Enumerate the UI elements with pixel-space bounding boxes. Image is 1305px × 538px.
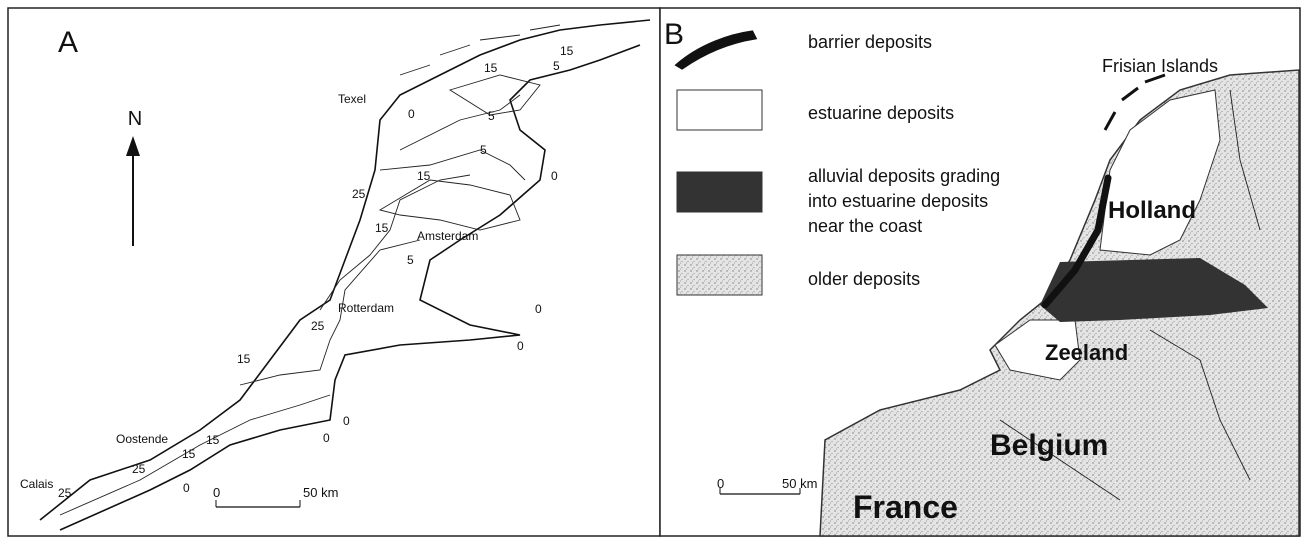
legend-swatch-estuarine [677,90,762,130]
legend-label: into estuarine deposits [808,191,988,211]
scale-label: 0 [213,485,220,500]
legend-label: barrier deposits [808,32,932,52]
figure: A N 0 50 km Texel Amsterdam Rotterdam Ooste… [0,0,1305,538]
contour-label: 5 [488,109,495,123]
contour-label: 15 [560,44,574,58]
panel-label: A [58,26,78,59]
panel-label: B [664,18,684,51]
contour-label: 15 [375,221,389,235]
contour-label: 0 [517,339,524,353]
scale-label: 50 km [782,476,817,491]
place-label: Oostende [116,432,168,446]
place-label: Frisian Islands [1102,56,1218,76]
contour-label: 15 [182,447,196,461]
place-label: Amsterdam [417,229,478,243]
north-label: N [128,108,142,130]
contour-label: 15 [237,352,251,366]
legend-label: older deposits [808,269,920,289]
contour-label: 15 [206,433,220,447]
contour-label: 15 [484,61,498,75]
contour-label: 15 [417,169,431,183]
contour-label: 5 [407,253,414,267]
legend-label: near the coast [808,216,922,236]
place-label: Belgium [990,429,1108,462]
place-label: Rotterdam [338,301,394,315]
contour-label: 0 [535,302,542,316]
contour-label: 0 [183,481,190,495]
contour-label: 0 [408,107,415,121]
contour-label: 0 [343,414,350,428]
contour-label: 0 [323,431,330,445]
place-label: Holland [1108,197,1196,224]
contour-label: 25 [58,486,72,500]
place-label: Zeeland [1045,340,1128,365]
contour-label: 5 [480,143,487,157]
scale-label: 0 [717,476,724,491]
place-label: Calais [20,477,53,491]
panel-a-frame [8,8,660,536]
contour-label: 25 [132,462,146,476]
legend-label: alluvial deposits grading [808,166,1000,186]
scale-label: 50 km [303,485,338,500]
contour-label: 25 [352,187,366,201]
contour-label: 5 [553,59,560,73]
legend-swatch-older [677,255,762,295]
legend-label: estuarine deposits [808,103,954,123]
legend-swatch-alluvial [677,172,762,212]
place-label: France [853,489,958,525]
contour-label: 25 [311,319,325,333]
place-label: Texel [338,92,366,106]
contour-label: 0 [551,169,558,183]
